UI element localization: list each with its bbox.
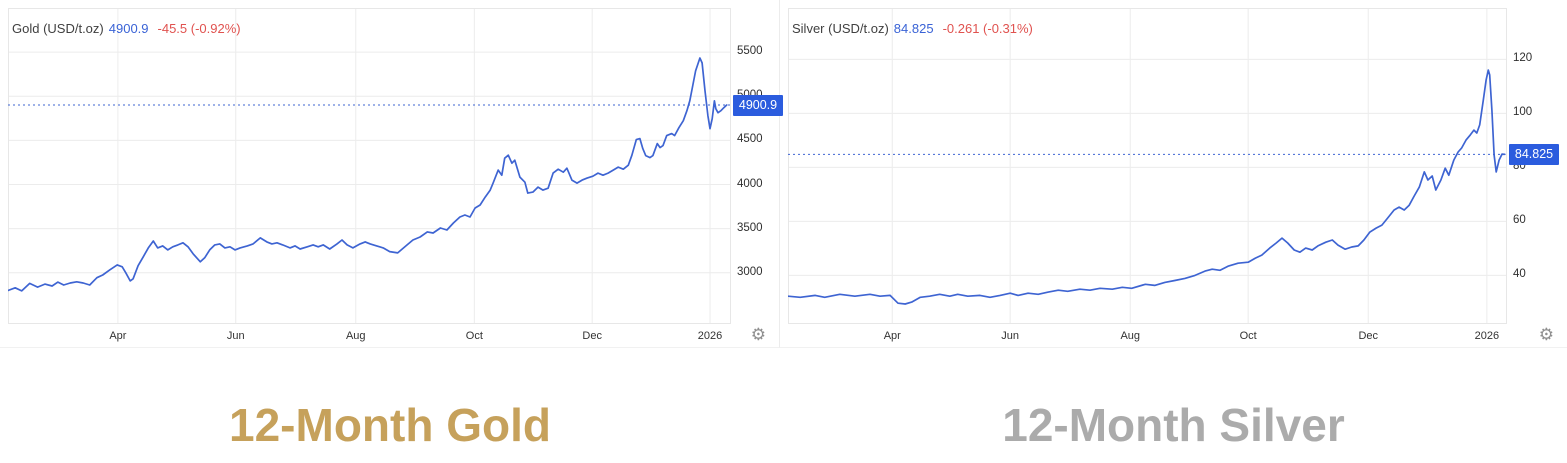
- gold-price-badge: 4900.9: [733, 94, 783, 116]
- silver-chart-legend: Silver (USD/t.oz) 84.825 -0.261 (-0.31%): [792, 21, 1033, 36]
- x-axis-tick-label: Jun: [1001, 330, 1020, 342]
- gold-instrument-label: Gold (USD/t.oz): [12, 21, 104, 36]
- gold-price-chart[interactable]: [8, 8, 731, 324]
- x-axis-tick-label: Aug: [1120, 330, 1141, 342]
- price-line-series: [788, 69, 1506, 305]
- y-axis-tick-label: 120: [1513, 52, 1533, 65]
- gold-chart-legend: Gold (USD/t.oz) 4900.9 -45.5 (-0.92%): [12, 21, 241, 36]
- gold-chart-panel: Gold (USD/t.oz) 4900.9 -45.5 (-0.92%) 4900…: [0, 0, 783, 348]
- y-axis-tick-label: 4500: [737, 133, 763, 146]
- captions-row: 12-Month Gold 12-Month Silver: [0, 348, 1567, 448]
- gold-plot-area: [8, 8, 731, 324]
- x-axis-tick-label: 2026: [1474, 330, 1500, 342]
- x-axis-tick-label: Oct: [1239, 330, 1257, 342]
- silver-plot-area: [788, 8, 1507, 324]
- charts-row: Gold (USD/t.oz) 4900.9 -45.5 (-0.92%) 4900…: [0, 0, 1567, 348]
- x-axis-tick-label: Aug: [345, 330, 366, 342]
- gold-caption: 12-Month Gold: [229, 399, 551, 451]
- silver-price-chart[interactable]: [788, 8, 1507, 324]
- x-axis-tick-label: Dec: [582, 330, 602, 342]
- x-axis-tick-label: 2026: [697, 330, 723, 342]
- x-axis-tick-label: Jun: [226, 330, 245, 342]
- y-axis-tick-label: 5500: [737, 45, 763, 58]
- silver-price-change: -0.261 (-0.31%): [942, 21, 1033, 36]
- silver-caption: 12-Month Silver: [1002, 399, 1345, 451]
- x-axis-tick-label: Apr: [883, 330, 901, 342]
- silver-last-price: 84.825: [893, 21, 934, 36]
- y-axis-tick-label: 3500: [737, 221, 763, 234]
- plot-border: [8, 8, 731, 324]
- y-axis-tick-label: 60: [1513, 214, 1526, 227]
- x-axis-tick-label: Dec: [1358, 330, 1378, 342]
- y-axis-tick-label: 4000: [737, 177, 763, 190]
- gold-price-change: -45.5 (-0.92%): [157, 21, 241, 36]
- plot-border: [788, 8, 1507, 324]
- price-line-series: [8, 57, 728, 292]
- x-axis-tick-label: Oct: [465, 330, 483, 342]
- settings-gear-icon[interactable]: ⚙: [750, 325, 766, 344]
- silver-chart-panel: Silver (USD/t.oz) 84.825 -0.261 (-0.31%) 8…: [780, 0, 1567, 348]
- y-axis-tick-label: 100: [1513, 106, 1533, 119]
- silver-instrument-label: Silver (USD/t.oz): [792, 21, 889, 36]
- settings-gear-icon[interactable]: ⚙: [1538, 325, 1554, 344]
- silver-price-badge: 84.825: [1509, 143, 1559, 165]
- gold-last-price: 4900.9: [108, 21, 149, 36]
- y-axis-tick-label: 3000: [737, 265, 763, 278]
- x-axis-tick-label: Apr: [109, 330, 127, 342]
- y-axis-tick-label: 40: [1513, 268, 1526, 281]
